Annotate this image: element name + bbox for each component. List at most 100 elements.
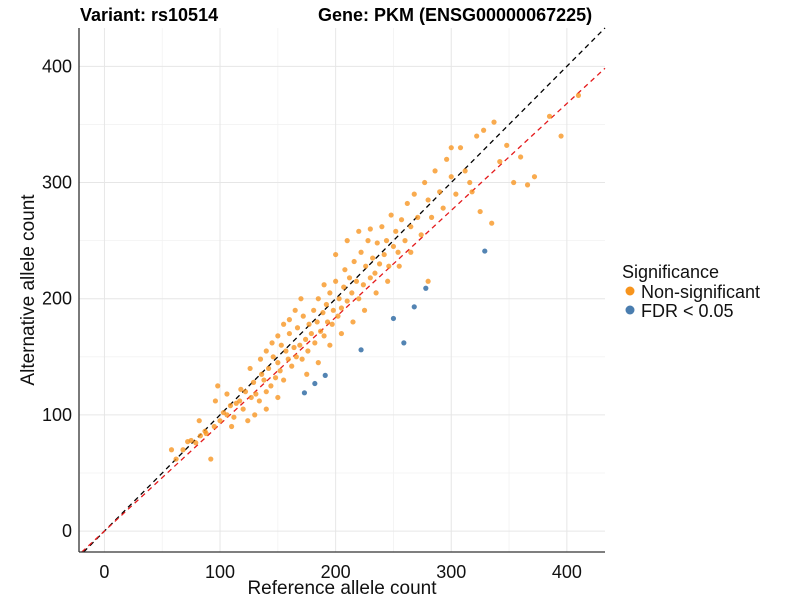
point-non-significant-20	[245, 418, 251, 424]
y-tick-label-0: 0	[62, 521, 72, 541]
point-non-significant-114	[504, 142, 510, 148]
point-non-significant-79	[370, 255, 376, 261]
point-non-significant-124	[575, 92, 582, 98]
point-non-significant-147	[333, 251, 339, 258]
point-non-significant-76	[363, 263, 369, 269]
point-non-significant-69	[346, 275, 353, 281]
point-non-significant-36	[283, 348, 289, 354]
point-non-significant-158	[321, 282, 327, 288]
point-fdr-1	[312, 380, 318, 387]
point-fdr-7	[423, 285, 429, 291]
legend-label-non-significant: Non-significant	[641, 282, 760, 302]
point-non-significant-101	[432, 168, 438, 174]
point-non-significant-137	[304, 371, 310, 377]
point-non-significant-2	[180, 447, 186, 453]
point-non-significant-11	[217, 418, 223, 424]
point-non-significant-97	[418, 232, 424, 238]
point-non-significant-109	[467, 179, 473, 186]
point-non-significant-14	[227, 403, 234, 409]
point-non-significant-90	[395, 249, 401, 255]
point-non-significant-57	[323, 301, 329, 308]
point-non-significant-83	[379, 224, 385, 230]
point-non-significant-155	[203, 430, 209, 437]
point-non-significant-77	[365, 238, 371, 244]
point-non-significant-34	[278, 342, 284, 348]
axes	[78, 28, 605, 553]
point-non-significant-136	[292, 307, 298, 313]
point-non-significant-132	[247, 365, 253, 372]
point-non-significant-103	[440, 205, 446, 211]
point-non-significant-52	[314, 319, 320, 325]
point-non-significant-150	[298, 296, 304, 302]
point-non-significant-39	[289, 363, 295, 369]
point-non-significant-149	[356, 228, 362, 234]
point-non-significant-71	[351, 258, 357, 265]
point-non-significant-67	[342, 267, 348, 273]
reference-lines	[81, 27, 606, 553]
point-non-significant-64	[336, 296, 342, 302]
point-non-significant-81	[374, 240, 380, 246]
point-non-significant-102	[437, 189, 443, 195]
point-non-significant-133	[257, 356, 264, 362]
point-non-significant-125	[546, 113, 553, 119]
point-non-significant-56	[321, 333, 327, 339]
legend: Significance Non-significant FDR < 0.05	[622, 262, 760, 321]
point-non-significant-35	[281, 377, 287, 383]
point-non-significant-45	[300, 313, 306, 319]
point-non-significant-73	[356, 296, 362, 302]
point-non-significant-27	[263, 389, 269, 395]
point-non-significant-94	[408, 224, 414, 230]
point-non-significant-122	[477, 208, 483, 215]
point-non-significant-17	[237, 398, 243, 404]
point-non-significant-118	[531, 174, 538, 180]
legend-title: Significance	[622, 262, 719, 282]
point-non-significant-89	[393, 228, 399, 234]
point-non-significant-116	[518, 154, 524, 160]
point-non-significant-141	[350, 319, 356, 325]
point-non-significant-117	[524, 182, 531, 188]
y-axis-title: Alternative allele count	[18, 194, 39, 386]
point-non-significant-30	[270, 354, 276, 360]
point-non-significant-92	[402, 238, 408, 244]
point-non-significant-59	[327, 290, 333, 296]
point-non-significant-135	[281, 321, 287, 327]
point-non-significant-123	[489, 220, 495, 226]
point-non-significant-18	[240, 406, 246, 412]
point-non-significant-43	[297, 342, 303, 348]
point-non-significant-24	[256, 398, 262, 404]
point-non-significant-21	[248, 394, 254, 401]
point-non-significant-95	[411, 191, 417, 197]
x-axis-title: Reference allele count	[247, 578, 437, 599]
point-non-significant-127	[252, 412, 258, 418]
grid	[79, 28, 605, 552]
point-non-significant-145	[396, 263, 402, 269]
point-non-significant-51	[312, 340, 318, 346]
point-non-significant-134	[269, 340, 275, 346]
point-non-significant-156	[196, 418, 202, 424]
point-non-significant-0	[168, 447, 175, 453]
point-non-significant-74	[358, 249, 364, 255]
point-non-significant-55	[320, 310, 326, 316]
point-non-significant-1	[173, 456, 179, 462]
point-non-significant-129	[275, 394, 281, 401]
point-non-significant-33	[277, 368, 283, 374]
point-fdr-5	[401, 340, 407, 346]
point-non-significant-110	[474, 133, 480, 139]
reference-line-identity	[83, 27, 606, 553]
point-non-significant-41	[293, 354, 299, 360]
point-non-significant-98	[422, 179, 428, 186]
point-non-significant-146	[408, 249, 414, 255]
point-non-significant-65	[338, 305, 345, 311]
point-non-significant-148	[344, 238, 350, 244]
point-non-significant-63	[335, 313, 341, 319]
point-non-significant-157	[224, 391, 230, 397]
point-non-significant-78	[367, 275, 373, 281]
point-non-significant-58	[324, 319, 331, 325]
title-gene: Gene: PKM (ENSG00000067225)	[318, 5, 592, 25]
x-tick-label-0: 0	[99, 562, 109, 582]
point-non-significant-154	[212, 398, 219, 404]
point-non-significant-112	[491, 119, 497, 125]
x-tick-label-400: 400	[552, 562, 582, 582]
point-non-significant-47	[305, 348, 311, 354]
point-non-significant-28	[265, 365, 272, 372]
